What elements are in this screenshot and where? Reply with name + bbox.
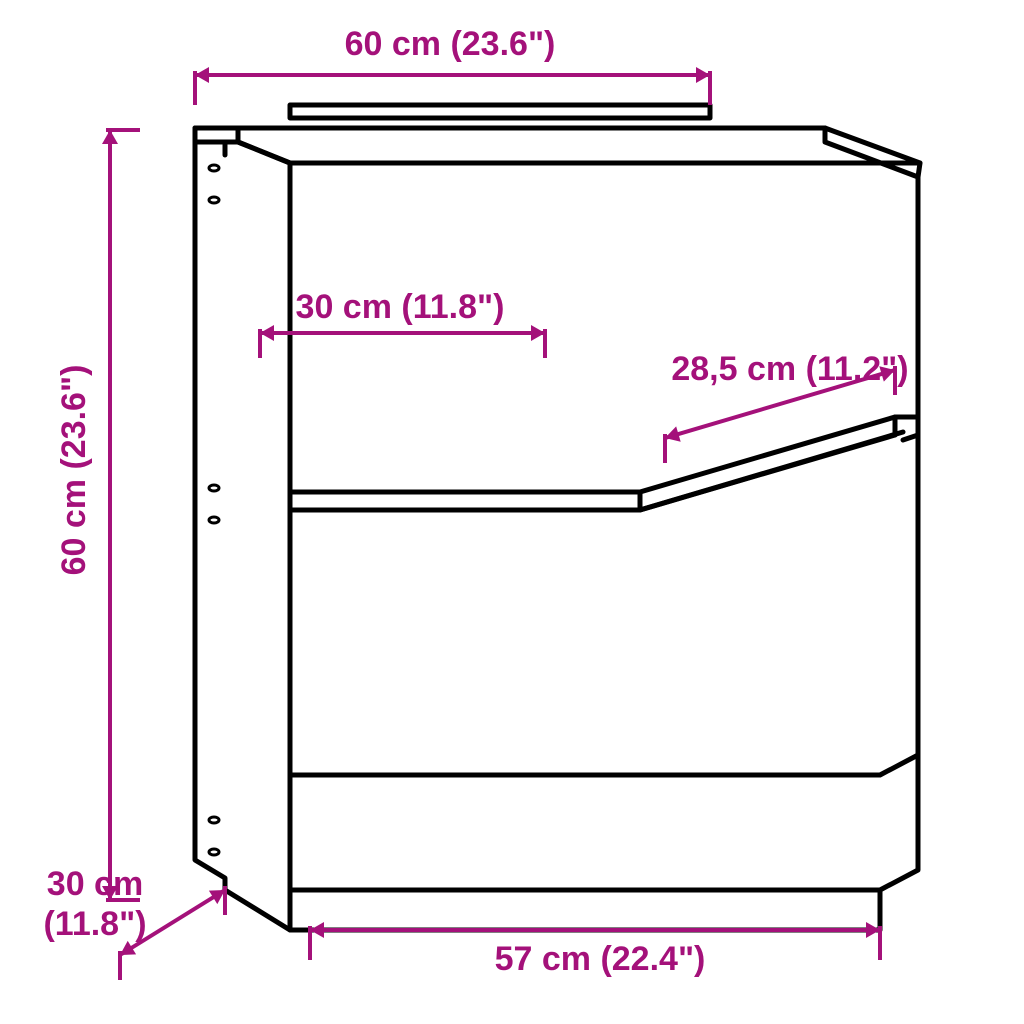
label-height_left: 60 cm (23.6") bbox=[55, 365, 93, 576]
label-width_top: 60 cm (23.6") bbox=[345, 25, 556, 63]
label-bottom: 57 cm (22.4") bbox=[495, 940, 706, 978]
label-depth_bl-in: (11.8") bbox=[43, 905, 146, 943]
label-shelf_depth: 28,5 cm (11.2") bbox=[671, 350, 908, 388]
label-mid_shelf: 30 cm (11.8") bbox=[296, 288, 505, 326]
label-depth_bl-cm: 30 cm bbox=[47, 865, 143, 903]
